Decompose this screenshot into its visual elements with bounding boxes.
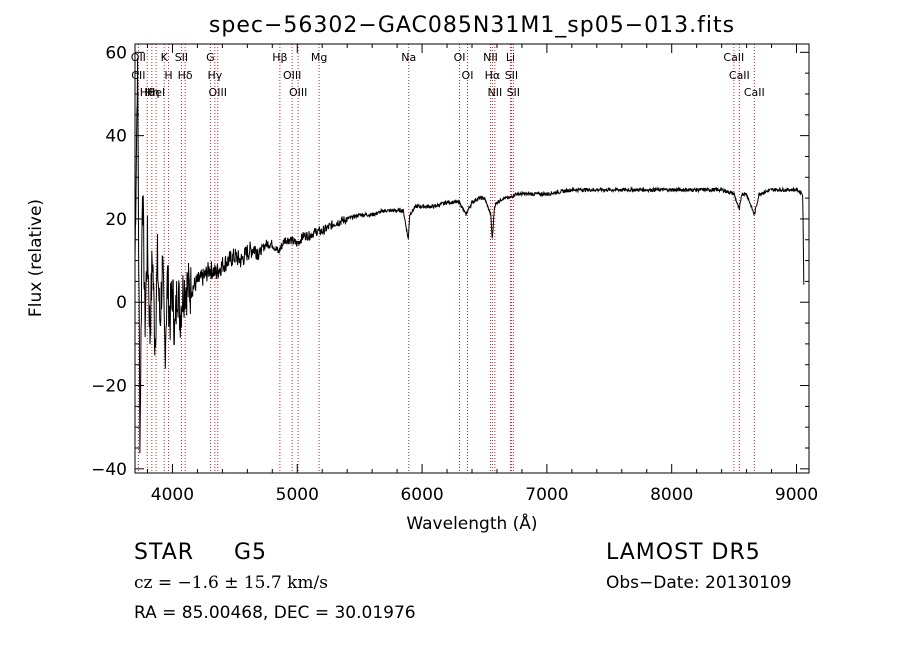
spectral-line-label: H (164, 69, 172, 82)
x-tick-label: 7000 (525, 485, 568, 505)
spectral-line-label: Hγ (207, 69, 222, 82)
spectral-line-label: Hδ (178, 69, 193, 82)
spectral-line-label: CII (131, 69, 145, 82)
spectral-line-label: CaII (729, 69, 750, 82)
y-tick-label: 60 (105, 43, 127, 63)
spectral-line-label: OI (462, 69, 474, 82)
survey-label: LAMOST DR5 (606, 540, 761, 565)
chart-title: spec−56302−GAC085N31M1_sp05−013.fits (209, 13, 735, 38)
object-subclass: G5 (234, 540, 268, 565)
spectral-line-label: Mg (311, 51, 327, 64)
spectral-line-label: OIII (289, 86, 307, 99)
spectral-line-label: NII (483, 51, 498, 64)
x-tick-label: 6000 (400, 485, 443, 505)
y-tick-label: 20 (105, 210, 127, 230)
object-class: STAR (134, 540, 195, 565)
obs-date-label: Obs−Date: 20130109 (606, 573, 792, 593)
spectral-line-label: Hβ (272, 51, 287, 64)
spectral-line-label: G (206, 51, 215, 64)
spectral-line-label: Hη (144, 86, 159, 99)
y-axis-label: Flux (relative) (26, 199, 46, 317)
spectral-line-label: HeI (147, 86, 165, 99)
spectral-line-label: SII (505, 69, 518, 82)
plot-frame (134, 43, 810, 474)
y-tick-label: 40 (105, 127, 127, 147)
spectral-line-label: SII (175, 51, 188, 64)
spectral-line-label: OI (454, 51, 466, 64)
y-tick-label: −40 (91, 460, 127, 480)
y-tick-label: −20 (91, 377, 127, 397)
redshift-label: cz = −1.6 ± 15.7 km/s (134, 573, 328, 593)
spectral-line-label: K (161, 51, 169, 64)
coordinates-label: RA = 85.00468, DEC = 30.01976 (134, 603, 416, 623)
spectral-line-label: Hα (485, 69, 501, 82)
y-tick-label: 0 (116, 293, 127, 313)
spectral-line-label: NII (487, 86, 502, 99)
spectral-line-label: OIII (209, 86, 227, 99)
spectral-line-label: OIII (283, 69, 301, 82)
x-tick-label: 4000 (151, 485, 194, 505)
x-axis-label: Wavelength (Å) (406, 512, 537, 534)
x-tick-label: 8000 (650, 485, 693, 505)
spectral-line-label: CaII (723, 51, 744, 64)
x-tick-label: 9000 (775, 485, 818, 505)
spectral-line-label: Li (506, 51, 515, 64)
spectral-line-label: OII (131, 51, 146, 64)
spectral-line-label: Na (401, 51, 416, 64)
spectrum-line (134, 57, 805, 454)
x-tick-label: 5000 (276, 485, 319, 505)
spectral-line-label: SII (507, 86, 520, 99)
spectral-line-label: Hθ (140, 86, 155, 99)
spectral-line-label: CaII (744, 86, 765, 99)
